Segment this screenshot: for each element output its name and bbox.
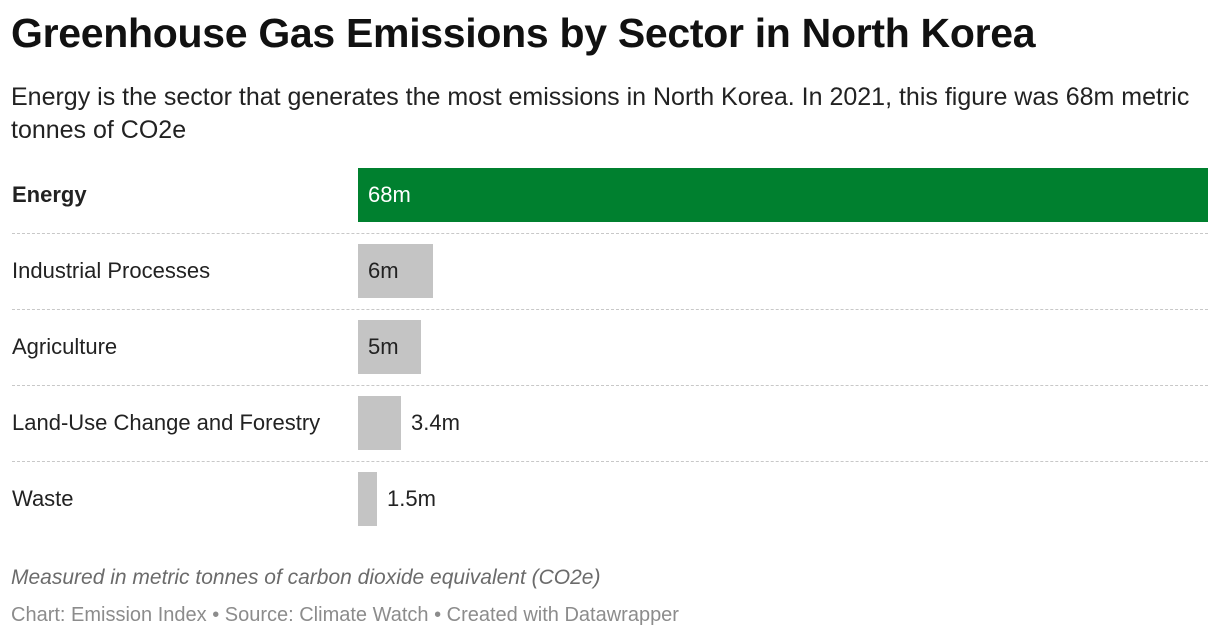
- value-label: 3.4m: [411, 410, 460, 435]
- value-label: 5m: [368, 334, 399, 359]
- bar: [358, 320, 421, 374]
- category-label: Land-Use Change and Forestry: [12, 410, 321, 435]
- row-separator: [12, 233, 1208, 234]
- row-separator: [12, 385, 1208, 386]
- category-label: Agriculture: [12, 334, 118, 359]
- bar: [358, 472, 377, 526]
- category-label: Waste: [12, 486, 74, 511]
- row-separator: [12, 461, 1208, 462]
- chart-title: Greenhouse Gas Emissions by Sector in No…: [11, 10, 1036, 56]
- row-separator: [12, 309, 1208, 310]
- value-label: 1.5m: [387, 486, 436, 511]
- bar-chart: Energy 68m Industrial Processes 6m Agricultu…: [0, 168, 1220, 548]
- chart-subtitle: Energy is the sector that generates the …: [11, 83, 1190, 144]
- category-label: Energy: [12, 182, 87, 207]
- bar: [358, 244, 433, 298]
- bar: [358, 396, 401, 450]
- bar: [358, 168, 1208, 222]
- value-label: 6m: [368, 258, 399, 283]
- chart-notes: Measured in metric tonnes of carbon diox…: [11, 566, 601, 589]
- chart-footer: Chart: Emission Index • Source: Climate …: [11, 604, 679, 626]
- value-label: 68m: [368, 182, 411, 207]
- category-label: Industrial Processes: [12, 258, 211, 283]
